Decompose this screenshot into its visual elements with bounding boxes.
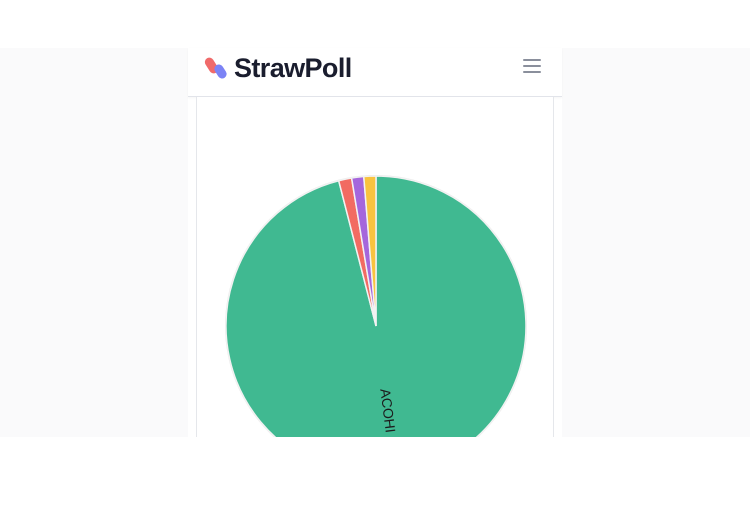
mobile-viewport: StrawPoll ACOHI — [188, 48, 562, 437]
pie-slice-label: ACOHI — [377, 388, 398, 434]
app-name: StrawPoll — [234, 52, 352, 83]
menu-line — [523, 65, 541, 67]
results-card: ACOHI — [196, 97, 554, 437]
strawpoll-logo[interactable]: StrawPoll — [204, 52, 352, 84]
top-navbar: StrawPoll — [188, 48, 562, 97]
menu-line — [523, 59, 541, 61]
pie-slice-3[interactable] — [362, 175, 377, 327]
results-pie-chart: ACOHI — [225, 175, 527, 437]
strawpoll-logo-icon — [204, 57, 227, 79]
hamburger-menu-icon[interactable] — [520, 54, 544, 78]
menu-line — [523, 71, 541, 73]
